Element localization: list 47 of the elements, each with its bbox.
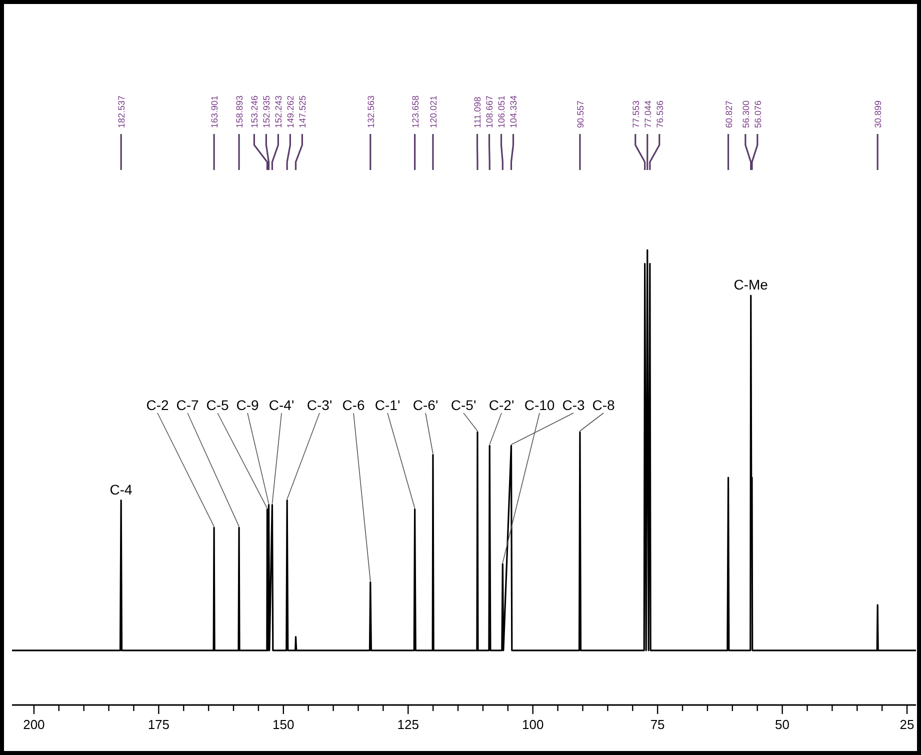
- x-tick-label: 75: [650, 717, 665, 732]
- annotation: 111.098: [472, 96, 483, 128]
- annotation: C-2': [488, 397, 514, 413]
- annotation: C-2: [146, 397, 170, 413]
- annotation: 158.893: [234, 95, 245, 128]
- x-tick-label: 150: [272, 717, 294, 732]
- annotation: 147.525: [298, 95, 308, 128]
- annotation: C-8: [592, 397, 616, 413]
- annotation: C-3': [306, 397, 332, 413]
- annotation: C-7: [176, 397, 200, 413]
- annotation: 149.262: [286, 95, 296, 128]
- annotation: 104.334: [508, 95, 519, 128]
- annotation: 90.557: [575, 100, 586, 128]
- annotation: C-Me: [734, 276, 768, 292]
- annotation: 30.899: [873, 100, 884, 128]
- annotation: 132.563: [366, 95, 376, 128]
- x-tick-label: 200: [23, 717, 45, 732]
- annotation: 152.935: [262, 95, 272, 128]
- annotation: 76.536: [654, 100, 665, 128]
- x-tick-label: 100: [522, 717, 544, 732]
- annotation: 120.021: [428, 95, 438, 128]
- annotation: 77.553: [630, 100, 641, 128]
- annotation: 56.076: [752, 100, 763, 128]
- annotation: 77.044: [642, 100, 653, 128]
- annotation: 60.827: [724, 100, 734, 128]
- annotation: C-10: [524, 397, 555, 413]
- annotation: 153.246: [250, 95, 260, 128]
- annotation: 108.667: [484, 95, 495, 128]
- annotation: 106.051: [496, 95, 507, 128]
- annotation: C-6: [342, 397, 366, 413]
- annotation: C-5': [450, 397, 476, 413]
- annotation: C-9: [236, 397, 260, 413]
- annotation: 163.901: [210, 95, 220, 128]
- annotation: C-5: [206, 397, 230, 413]
- annotation: C-4: [110, 481, 133, 498]
- annotation: C-3: [562, 397, 586, 413]
- annotation: 123.658: [410, 95, 420, 128]
- annotation: 182.537: [116, 95, 127, 128]
- x-tick-label: 125: [397, 717, 419, 732]
- annotation: C-6': [412, 397, 438, 413]
- annotation: C-1': [374, 397, 400, 413]
- x-tick-label: 175: [148, 717, 170, 732]
- annotation: 152.243: [274, 95, 284, 128]
- annotation: 56.300: [740, 100, 751, 128]
- x-tick-label: 50: [775, 717, 790, 732]
- x-tick-label: 25: [900, 717, 914, 732]
- annotation: C-4': [268, 397, 294, 413]
